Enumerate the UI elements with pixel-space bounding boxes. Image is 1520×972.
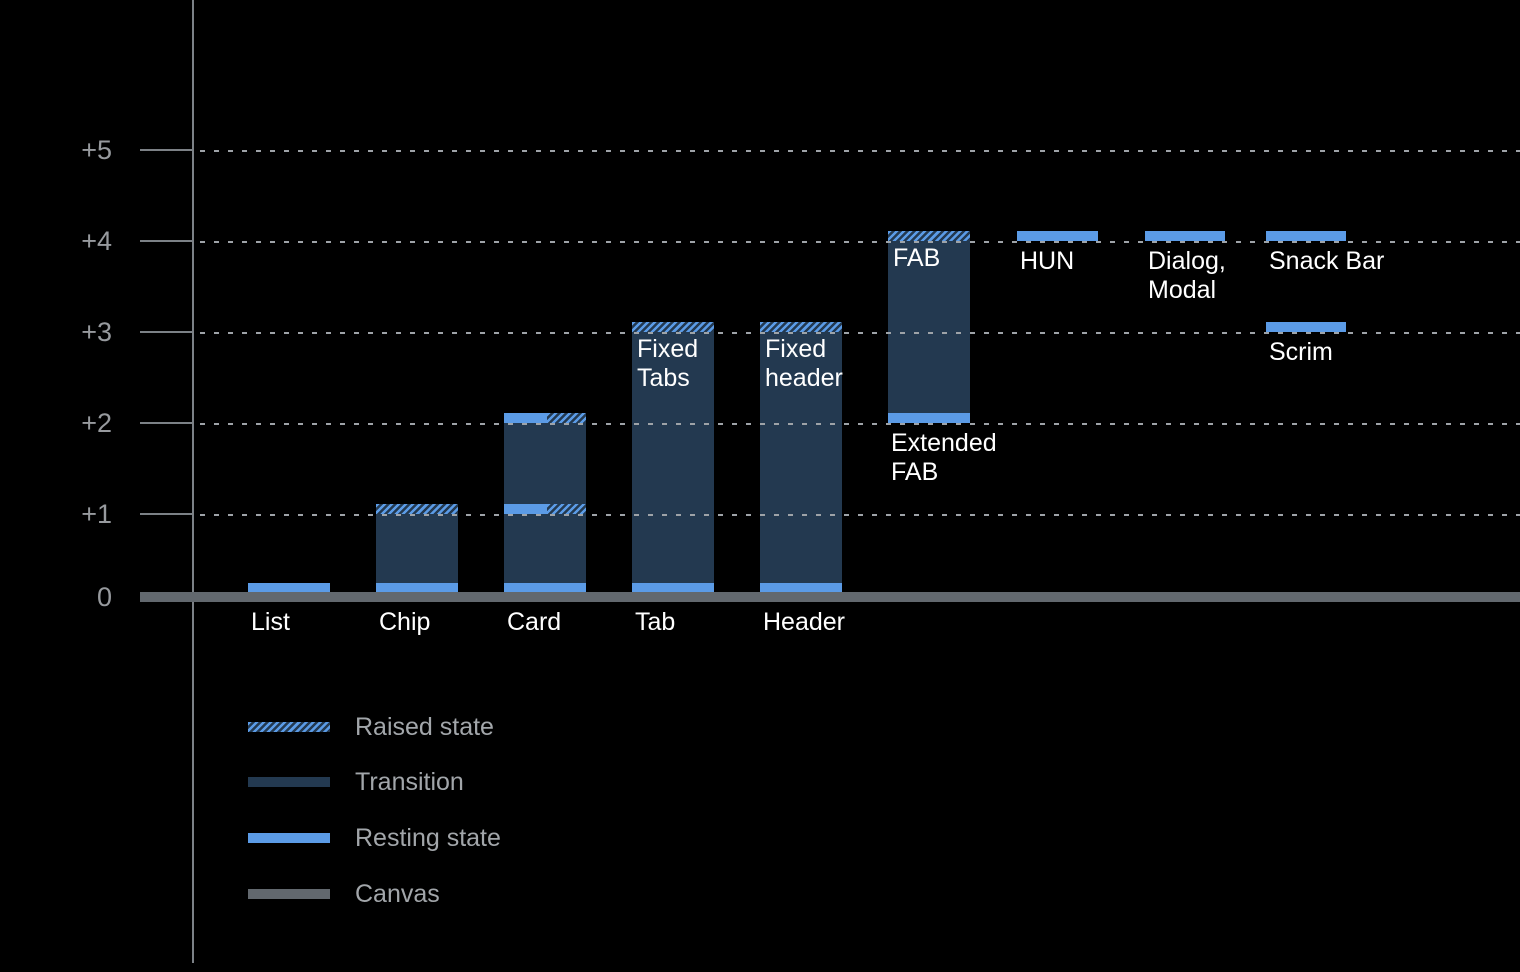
y-axis-tick-+4 xyxy=(140,240,194,242)
raised-strip xyxy=(547,413,586,423)
raised-strip xyxy=(632,322,714,332)
raised-strip xyxy=(760,322,842,332)
legend-label: Canvas xyxy=(355,880,440,908)
bar-tab xyxy=(632,0,714,972)
resting-strip xyxy=(632,583,714,593)
bar-hun xyxy=(1017,0,1098,972)
resting-strip xyxy=(504,504,547,514)
bar-caption: HUN xyxy=(1020,247,1075,275)
bar-header xyxy=(760,0,842,972)
y-axis-label-+1: +1 xyxy=(81,499,112,529)
legend-swatch-raised xyxy=(248,722,330,732)
transition-segment xyxy=(632,332,714,583)
bar-fab xyxy=(888,0,970,972)
legend-label: Resting state xyxy=(355,824,501,852)
y-axis-label-0: 0 xyxy=(96,582,112,612)
resting-strip xyxy=(1266,231,1346,241)
y-axis-label-+5: +5 xyxy=(81,135,112,165)
bar-inside-label: FAB xyxy=(893,244,941,272)
legend-swatch-transition xyxy=(248,777,330,787)
legend-label: Raised state xyxy=(355,713,494,741)
bar-caption: Tab xyxy=(635,608,676,636)
gridline-+2 xyxy=(200,423,1520,425)
bar-card xyxy=(504,0,586,972)
resting-strip xyxy=(504,413,547,423)
bar-inside-label: Fixed Tabs xyxy=(637,335,699,392)
legend-swatch-canvas xyxy=(248,889,330,899)
y-axis-label-+2: +2 xyxy=(81,408,112,438)
bar-inside-label: Fixed header xyxy=(765,335,843,392)
bar-caption: Scrim xyxy=(1269,338,1333,366)
resting-strip xyxy=(1017,231,1098,241)
resting-strip xyxy=(504,583,586,593)
bar-chip xyxy=(376,0,458,972)
bar-caption: Card xyxy=(507,608,562,636)
transition-segment xyxy=(376,514,458,583)
transition-segment xyxy=(504,514,586,583)
gridline-+3 xyxy=(200,332,1520,334)
bar-caption: Extended FAB xyxy=(891,429,997,486)
legend-swatch-resting xyxy=(248,833,330,843)
y-axis-tick-+2 xyxy=(140,422,194,424)
raised-strip xyxy=(888,231,970,241)
resting-strip xyxy=(1266,322,1346,332)
legend-label: Transition xyxy=(355,768,464,796)
transition-segment xyxy=(760,332,842,583)
bar-dialog-modal xyxy=(1145,0,1225,972)
bar-list xyxy=(248,0,330,972)
y-axis-tick-+1 xyxy=(140,513,194,515)
resting-strip xyxy=(248,583,330,593)
bar-caption: Chip xyxy=(379,608,431,636)
y-axis-line xyxy=(192,0,194,963)
gridline-+5 xyxy=(200,150,1520,152)
canvas-line xyxy=(140,592,1520,602)
bar-caption: List xyxy=(251,608,290,636)
y-axis-label-+3: +3 xyxy=(81,317,112,347)
gridline-+1 xyxy=(200,514,1520,516)
raised-strip xyxy=(547,504,586,514)
y-axis-tick-+3 xyxy=(140,331,194,333)
bar-snack-bar xyxy=(1266,0,1346,972)
raised-strip xyxy=(376,504,458,514)
resting-strip xyxy=(1145,231,1225,241)
transition-segment xyxy=(504,423,586,504)
transition-segment xyxy=(888,241,970,413)
gridline-+4 xyxy=(200,241,1520,243)
bar-caption: Snack Bar xyxy=(1269,247,1385,275)
bar-scrim xyxy=(1266,0,1346,972)
y-axis-label-+4: +4 xyxy=(81,226,112,256)
bar-caption: Dialog, Modal xyxy=(1148,247,1226,304)
resting-strip xyxy=(888,413,970,423)
resting-strip xyxy=(760,583,842,593)
resting-strip xyxy=(376,583,458,593)
y-axis-tick-+5 xyxy=(140,149,194,151)
bar-caption: Header xyxy=(763,608,845,636)
